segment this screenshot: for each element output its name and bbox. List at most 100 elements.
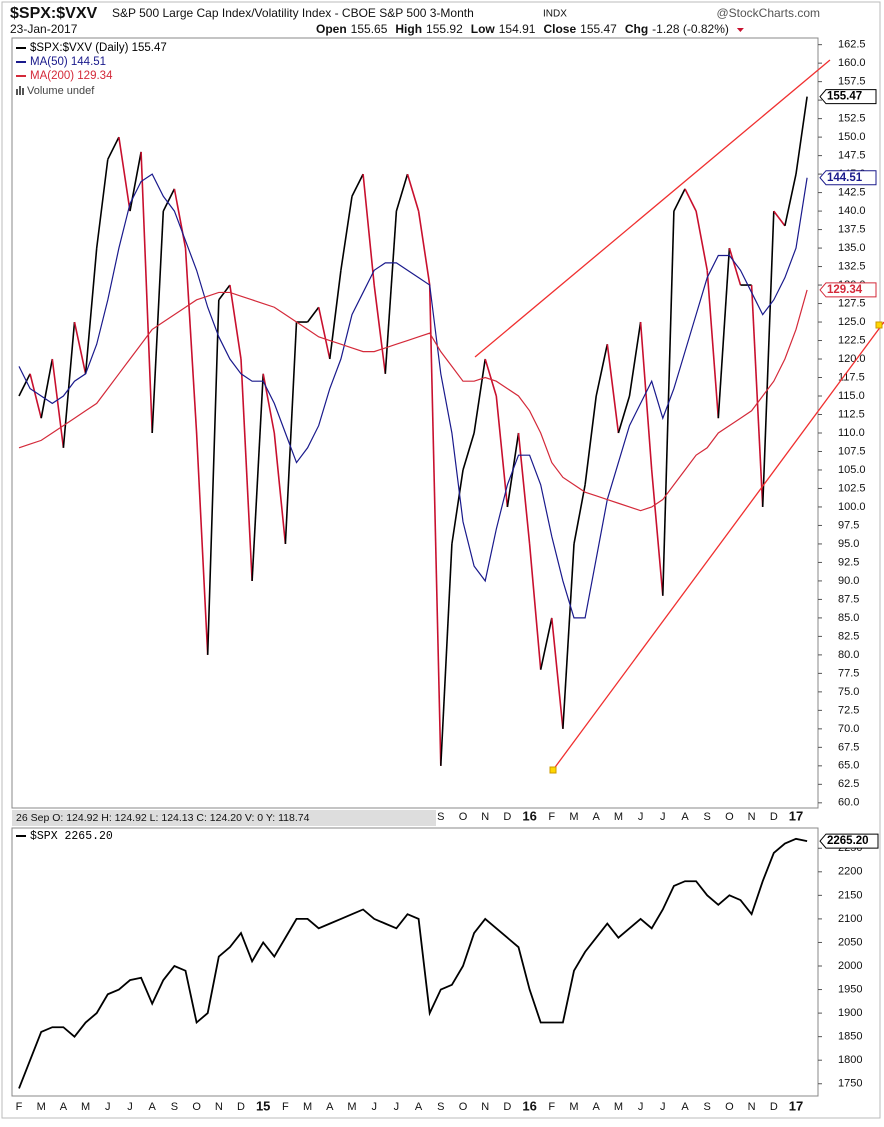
quote-value: -1.28 (-0.82%) bbox=[652, 22, 729, 36]
price-segment bbox=[706, 270, 720, 419]
price-segment bbox=[351, 173, 364, 197]
x-tick-label: M bbox=[303, 1101, 312, 1113]
y-tick-label: 62.5 bbox=[838, 778, 859, 790]
x-tick-label: F bbox=[548, 1101, 555, 1113]
y-tick-label: 1850 bbox=[838, 1031, 862, 1043]
volume-note: Volume undef bbox=[27, 85, 95, 97]
quote-label: Low bbox=[471, 22, 496, 36]
y-tick-label: 110.0 bbox=[838, 427, 865, 439]
price-segment bbox=[140, 151, 153, 434]
y-tick-label: 75.0 bbox=[838, 686, 859, 698]
end-tag bbox=[819, 170, 877, 186]
y-tick-label: 80.0 bbox=[838, 649, 859, 661]
x-tick-label: J bbox=[394, 1101, 400, 1113]
x-tick-label: O bbox=[192, 1101, 201, 1113]
x-tick-label: M bbox=[569, 1101, 578, 1113]
price-segment bbox=[484, 358, 498, 397]
quote-value: 155.65 bbox=[351, 22, 388, 36]
x-tick-label: M bbox=[569, 811, 578, 823]
x-tick-label: A bbox=[415, 1101, 423, 1113]
description: S&P 500 Large Cap Index/Volatility Index… bbox=[112, 6, 474, 20]
x-tick-label: O bbox=[459, 811, 468, 823]
price-segment bbox=[451, 469, 464, 545]
price-segment bbox=[761, 211, 775, 507]
x-tick-label: F bbox=[16, 1101, 23, 1113]
trend-anchor bbox=[875, 321, 883, 329]
x-tick-label: 16 bbox=[522, 1098, 536, 1113]
volume-icon bbox=[16, 89, 18, 95]
price-segment bbox=[462, 432, 475, 471]
y-tick-label: 92.5 bbox=[838, 556, 859, 568]
legend-label: $SPX:$VXV (Daily) 155.47 bbox=[30, 42, 167, 54]
y-tick-label: 160.0 bbox=[838, 57, 866, 69]
quote: Open 155.65 High 155.92 Low 154.91 Close 155.47… bbox=[316, 22, 744, 36]
x-tick-label: J bbox=[127, 1101, 133, 1113]
end-label: 144.51 bbox=[827, 172, 863, 184]
y-tick-label: 85.0 bbox=[838, 612, 859, 624]
y-tick-label: 1950 bbox=[838, 983, 862, 995]
y-tick-label: 107.5 bbox=[838, 445, 866, 457]
y-tick-label: 150.0 bbox=[838, 131, 866, 143]
date: 23-Jan-2017 bbox=[10, 22, 78, 36]
trendline-upper bbox=[474, 59, 831, 358]
price-segment bbox=[51, 358, 65, 448]
x-tick-label: A bbox=[593, 811, 601, 823]
price-segment bbox=[628, 321, 642, 397]
quote-value: 154.91 bbox=[499, 22, 536, 36]
x-tick-label: M bbox=[614, 811, 623, 823]
x-tick-label: N bbox=[748, 1101, 756, 1113]
end-tag bbox=[819, 89, 877, 105]
end-label: 155.47 bbox=[827, 91, 862, 103]
y-tick-label: 120.0 bbox=[838, 353, 866, 365]
price-segment bbox=[562, 543, 575, 729]
y-tick-label: 157.5 bbox=[838, 76, 866, 88]
price-segment bbox=[62, 321, 76, 448]
x-tick-label: N bbox=[748, 811, 756, 823]
x-tick-label: S bbox=[171, 1101, 178, 1113]
price-segment bbox=[595, 344, 609, 397]
price-segment bbox=[73, 321, 87, 374]
y-tick-label: 2050 bbox=[838, 936, 862, 948]
x-tick-label: M bbox=[614, 1101, 623, 1113]
price-segment bbox=[584, 395, 597, 485]
price-segment bbox=[229, 284, 242, 360]
x-tick-label: J bbox=[638, 811, 644, 823]
quote-label: High bbox=[395, 22, 422, 36]
y-tick-label: 1900 bbox=[838, 1007, 862, 1019]
y-tick-label: 105.0 bbox=[838, 464, 866, 476]
price-segment bbox=[306, 306, 320, 323]
main-plot: 60.0 62.5 65.0 67.5 70.0 72.5 75.0 77.5 80.0 82.5… bbox=[16, 39, 877, 823]
price-segment bbox=[95, 159, 109, 249]
trend-anchor bbox=[549, 766, 557, 774]
y-tick-label: 137.5 bbox=[838, 223, 866, 235]
y-tick-label: 140.0 bbox=[838, 205, 866, 217]
y-tick-label: 152.5 bbox=[838, 113, 866, 125]
price-segment bbox=[329, 270, 342, 360]
price-segment bbox=[728, 247, 742, 286]
y-tick-label: 112.5 bbox=[838, 408, 865, 420]
x-tick-label: D bbox=[770, 1101, 778, 1113]
price-segment bbox=[184, 248, 198, 434]
x-tick-label: J bbox=[371, 1101, 377, 1113]
x-tick-label: O bbox=[725, 1101, 734, 1113]
y-tick-label: 70.0 bbox=[838, 723, 859, 735]
y-tick-label: 97.5 bbox=[838, 519, 859, 531]
x-tick-label: 15 bbox=[256, 1098, 270, 1113]
y-tick-label: 60.0 bbox=[838, 797, 859, 809]
y-tick-label: 142.5 bbox=[838, 186, 866, 198]
price-segment bbox=[650, 469, 664, 596]
price-segment bbox=[617, 395, 631, 434]
price-segment bbox=[673, 188, 686, 212]
legend-label: MA(200) 129.34 bbox=[30, 70, 113, 82]
x-tick-label: A bbox=[681, 811, 689, 823]
x-tick-label: D bbox=[503, 1101, 511, 1113]
x-tick-label: A bbox=[326, 1101, 334, 1113]
y-tick-label: 77.5 bbox=[838, 667, 859, 679]
quote-value: 155.92 bbox=[426, 22, 463, 36]
x-tick-label: A bbox=[681, 1101, 689, 1113]
series-line bbox=[18, 289, 808, 512]
y-tick-label: 147.5 bbox=[838, 150, 866, 162]
price-segment bbox=[773, 210, 786, 227]
main-panel bbox=[11, 37, 819, 809]
